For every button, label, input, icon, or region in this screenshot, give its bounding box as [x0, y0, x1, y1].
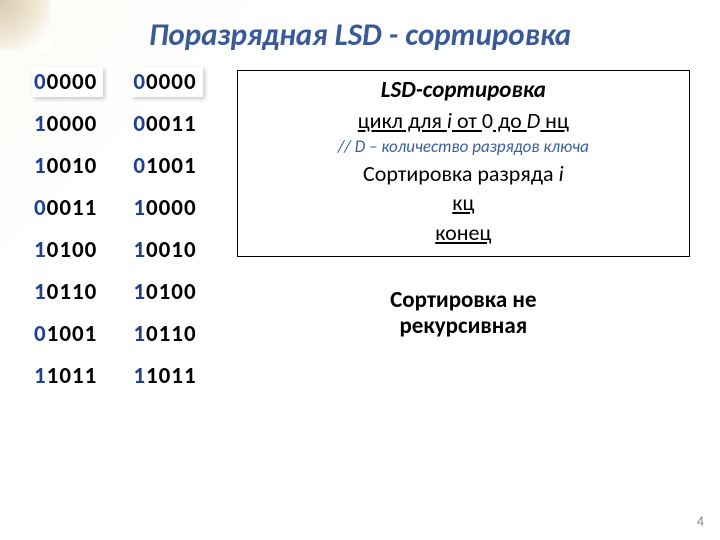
binary-cell: 10110	[34, 278, 97, 306]
note-text: Сортировка не рекурсивная	[237, 287, 690, 340]
algo-body: Сортировка разряда i	[252, 159, 675, 189]
algo-comment: // D – количество разрядов ключа	[252, 136, 675, 159]
binary-cell: 10110	[133, 320, 196, 348]
binary-cell: 10000	[133, 194, 196, 222]
binary-cell: 00000	[131, 67, 202, 97]
column-left: 00000 10000 10010 00011 10100 10110 0100…	[34, 68, 97, 390]
binary-cell: 01001	[34, 320, 97, 348]
column-right: 00000 00011 01001 10000 10010 10100 1011…	[133, 68, 196, 390]
binary-cell: 10100	[133, 278, 196, 306]
binary-columns: 00000 10000 10010 00011 10100 10110 0100…	[30, 68, 197, 390]
binary-cell: 00011	[34, 194, 97, 222]
binary-cell: 11011	[133, 362, 196, 390]
binary-cell: 11011	[34, 362, 97, 390]
algo-endloop: кц	[252, 188, 675, 218]
algo-loop: цикл для i от 0 до D нц	[252, 106, 675, 136]
slide: Поразрядная LSD - сортировка 00000 10000…	[0, 0, 720, 540]
binary-cell: 00011	[133, 110, 196, 138]
algo-end: конец	[252, 218, 675, 248]
binary-cell: 10010	[133, 236, 196, 264]
content-row: 00000 10000 10010 00011 10100 10110 0100…	[30, 68, 690, 390]
binary-cell: 00000	[32, 67, 103, 97]
binary-cell: 10000	[34, 110, 97, 138]
slide-title: Поразрядная LSD - сортировка	[30, 16, 690, 54]
binary-cell: 10100	[34, 236, 97, 264]
right-panel: LSD-сортировка цикл для i от 0 до D нц /…	[237, 68, 690, 390]
algorithm-box: LSD-сортировка цикл для i от 0 до D нц /…	[237, 70, 690, 257]
binary-cell: 01001	[133, 152, 196, 180]
algo-title: LSD-сортировка	[252, 75, 675, 106]
binary-cell: 10010	[34, 152, 97, 180]
page-number: 4	[697, 513, 704, 530]
